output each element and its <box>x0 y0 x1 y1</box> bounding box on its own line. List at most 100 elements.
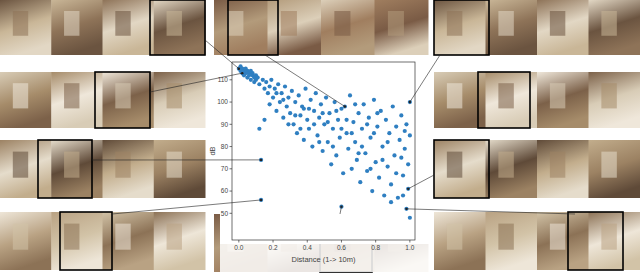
point <box>362 102 366 106</box>
thumbnail-detail <box>601 11 616 36</box>
thumbnail-panel <box>214 0 268 55</box>
point <box>298 113 302 117</box>
point <box>331 144 335 148</box>
thumbnail-detail <box>601 224 616 250</box>
connector <box>408 175 434 189</box>
connector <box>112 200 261 214</box>
thumbnail-panel <box>537 140 589 198</box>
y-tick-label: 90 <box>221 121 229 128</box>
chart-background <box>220 58 430 244</box>
highlight-box <box>434 140 489 198</box>
point <box>276 82 280 86</box>
thumbnail-panel <box>486 140 538 198</box>
x-tick-label: 0.4 <box>303 244 312 251</box>
thumbnail-panel <box>537 212 589 270</box>
point <box>326 120 330 124</box>
connector-end <box>340 205 342 207</box>
thumbnail-detail <box>115 83 130 108</box>
point <box>319 102 323 106</box>
point <box>374 160 378 164</box>
point <box>344 118 348 122</box>
point <box>377 176 381 180</box>
thumbnail-panel <box>103 212 155 270</box>
point <box>312 109 316 113</box>
point <box>372 98 376 102</box>
point <box>367 116 371 120</box>
point <box>399 156 403 160</box>
point <box>331 127 335 131</box>
thumbnail-detail <box>281 11 297 36</box>
point <box>334 109 338 113</box>
thumbnail-panel <box>51 140 103 198</box>
thumbnail-detail <box>13 83 28 108</box>
connector <box>406 209 575 214</box>
connector-end <box>260 199 262 201</box>
point <box>399 113 403 117</box>
thumbnail-detail <box>115 11 130 36</box>
thumbnail-detail <box>13 11 28 36</box>
point <box>327 111 331 115</box>
connector <box>410 55 440 102</box>
x-tick-label: 1.0 <box>405 244 414 251</box>
x-tick <box>238 240 239 243</box>
thumbnail-strip <box>214 0 429 55</box>
y-tick-label: 80 <box>221 143 229 150</box>
thumbnail-detail <box>550 224 565 250</box>
y-tick <box>230 102 233 103</box>
thumbnail-detail <box>227 11 243 36</box>
point <box>372 131 376 135</box>
y-tick <box>230 191 233 192</box>
point <box>315 133 319 137</box>
x-tick-label: 0.2 <box>269 244 278 251</box>
thumbnail-panel <box>537 72 589 128</box>
thumbnail-strip <box>434 212 640 270</box>
point <box>281 116 285 120</box>
point <box>403 129 407 133</box>
point <box>380 158 384 162</box>
connector <box>205 40 239 69</box>
thumbnail-detail <box>64 224 79 250</box>
thumbnail-panel <box>0 140 52 198</box>
thumbnail-panel <box>154 0 206 55</box>
point <box>356 151 360 155</box>
thumbnail-panel <box>589 212 640 270</box>
thumbnail-detail <box>498 224 513 250</box>
label-background <box>220 244 430 272</box>
point <box>396 196 400 200</box>
thumbnail-panel <box>537 0 589 55</box>
point <box>350 131 354 135</box>
highlight-box <box>95 72 150 128</box>
point <box>353 140 357 144</box>
point <box>293 113 297 117</box>
highlight-box <box>434 0 489 55</box>
thumbnail-panel <box>51 212 103 270</box>
thumbnail-detail <box>115 152 130 178</box>
thumbnail-detail <box>550 11 565 36</box>
point <box>312 122 316 126</box>
point <box>339 127 343 131</box>
point <box>368 167 372 171</box>
point <box>334 153 338 157</box>
point <box>408 133 412 137</box>
point <box>324 96 328 100</box>
point <box>286 96 290 100</box>
point <box>281 98 285 102</box>
point <box>291 122 295 126</box>
thumbnail-detail <box>447 11 462 36</box>
point <box>370 189 374 193</box>
connector-end <box>238 67 240 69</box>
point <box>285 104 289 108</box>
thumbnail-panel <box>375 0 429 55</box>
point <box>406 162 410 166</box>
x-tick-label: 0.0 <box>234 244 243 251</box>
thumbnail-detail <box>498 152 513 178</box>
x-tick <box>307 240 308 243</box>
point <box>303 87 307 91</box>
point <box>391 104 395 108</box>
thumbnail-strip <box>434 140 640 198</box>
thumbnail-strip <box>0 0 206 55</box>
highlight-box <box>60 212 112 270</box>
point <box>290 89 294 93</box>
thumbnail-detail <box>498 83 513 108</box>
point <box>283 84 287 88</box>
